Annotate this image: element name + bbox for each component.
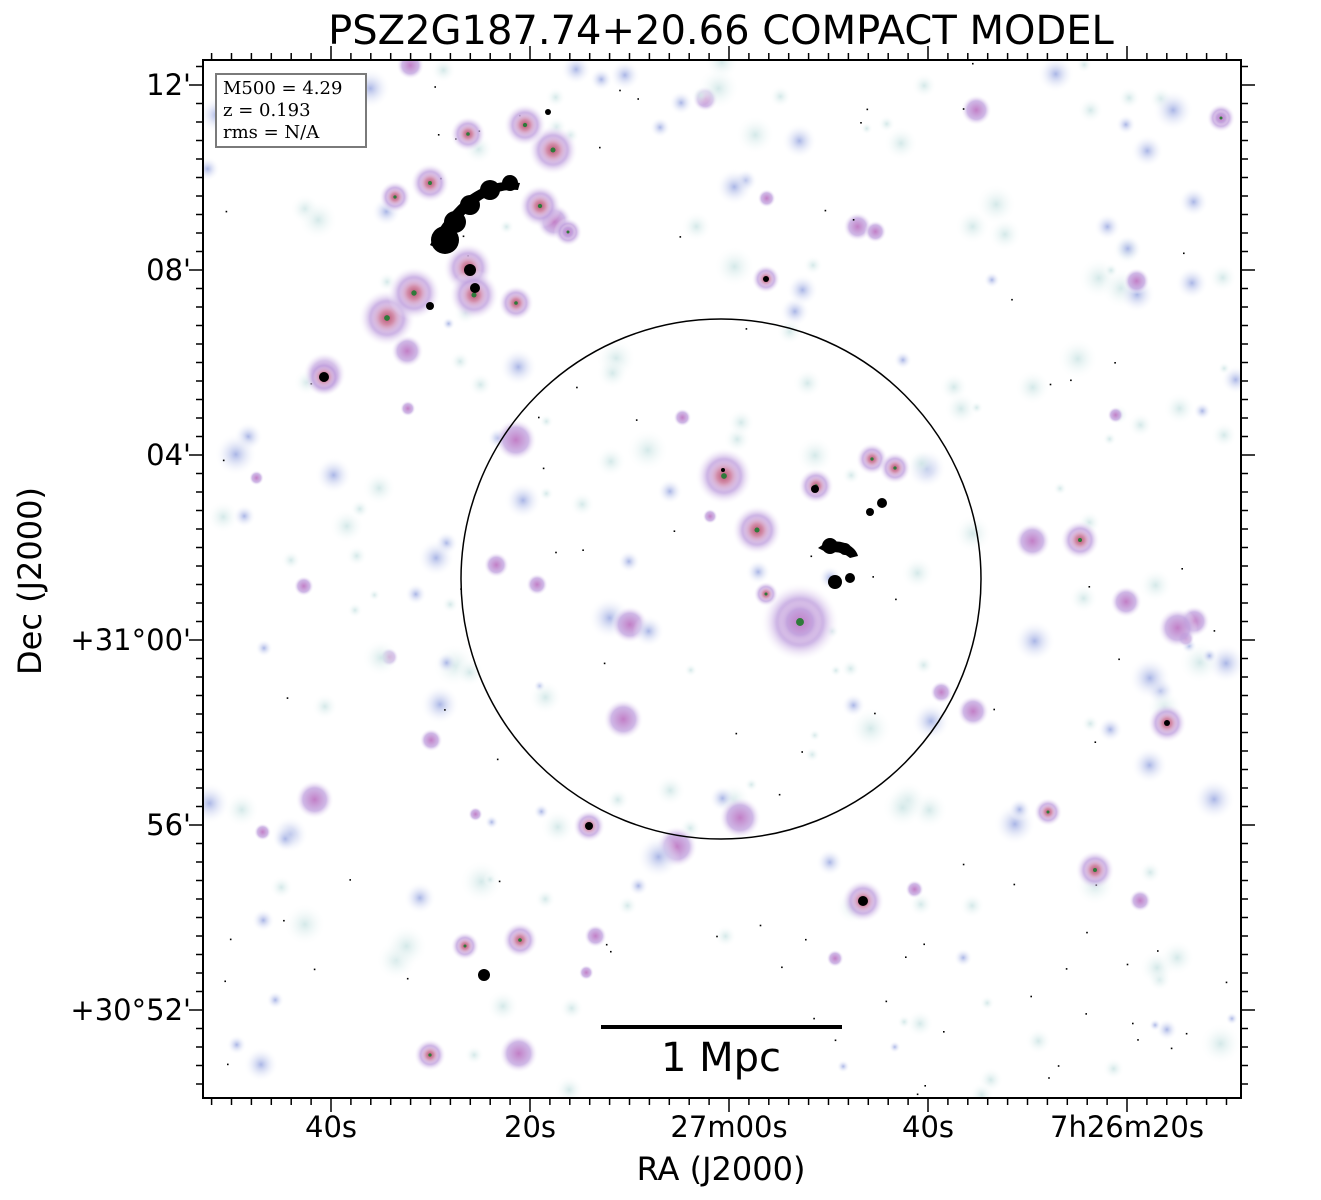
x-axis-title: RA (J2000) — [636, 1150, 806, 1188]
rms-text: rms = N/A — [223, 122, 320, 143]
y-tick-label: 08' — [146, 253, 191, 287]
y-tick-label: 04' — [146, 438, 191, 472]
x-tick-label: 20s — [503, 1110, 557, 1144]
plot-frame — [202, 59, 1242, 1099]
scalebar-label: 1 Mpc — [660, 1035, 782, 1081]
plot-title: PSZ2G187.74+20.66 COMPACT MODEL — [328, 8, 1114, 54]
y-tick-label: +31°00' — [70, 623, 191, 657]
x-tick-label: 27m00s — [670, 1110, 788, 1144]
y-axis-title: Dec (J2000) — [11, 487, 49, 675]
x-tick-label: 40s — [304, 1110, 358, 1144]
aperture-circle — [460, 318, 982, 840]
y-tick-label: 12' — [146, 68, 191, 102]
cluster-info-box: M500 = 4.29 z = 0.193 rms = N/A — [215, 73, 367, 148]
m500-text: M500 = 4.29 — [223, 78, 343, 99]
y-tick-label: +30°52' — [70, 993, 191, 1027]
x-tick-label: 7h26m20s — [1050, 1110, 1204, 1144]
source-field — [203, 60, 1241, 1098]
axis-ticks — [189, 46, 1255, 1112]
y-tick-label: 56' — [146, 808, 191, 842]
x-tick-label: 40s — [901, 1110, 955, 1144]
redshift-text: z = 0.193 — [223, 100, 311, 121]
